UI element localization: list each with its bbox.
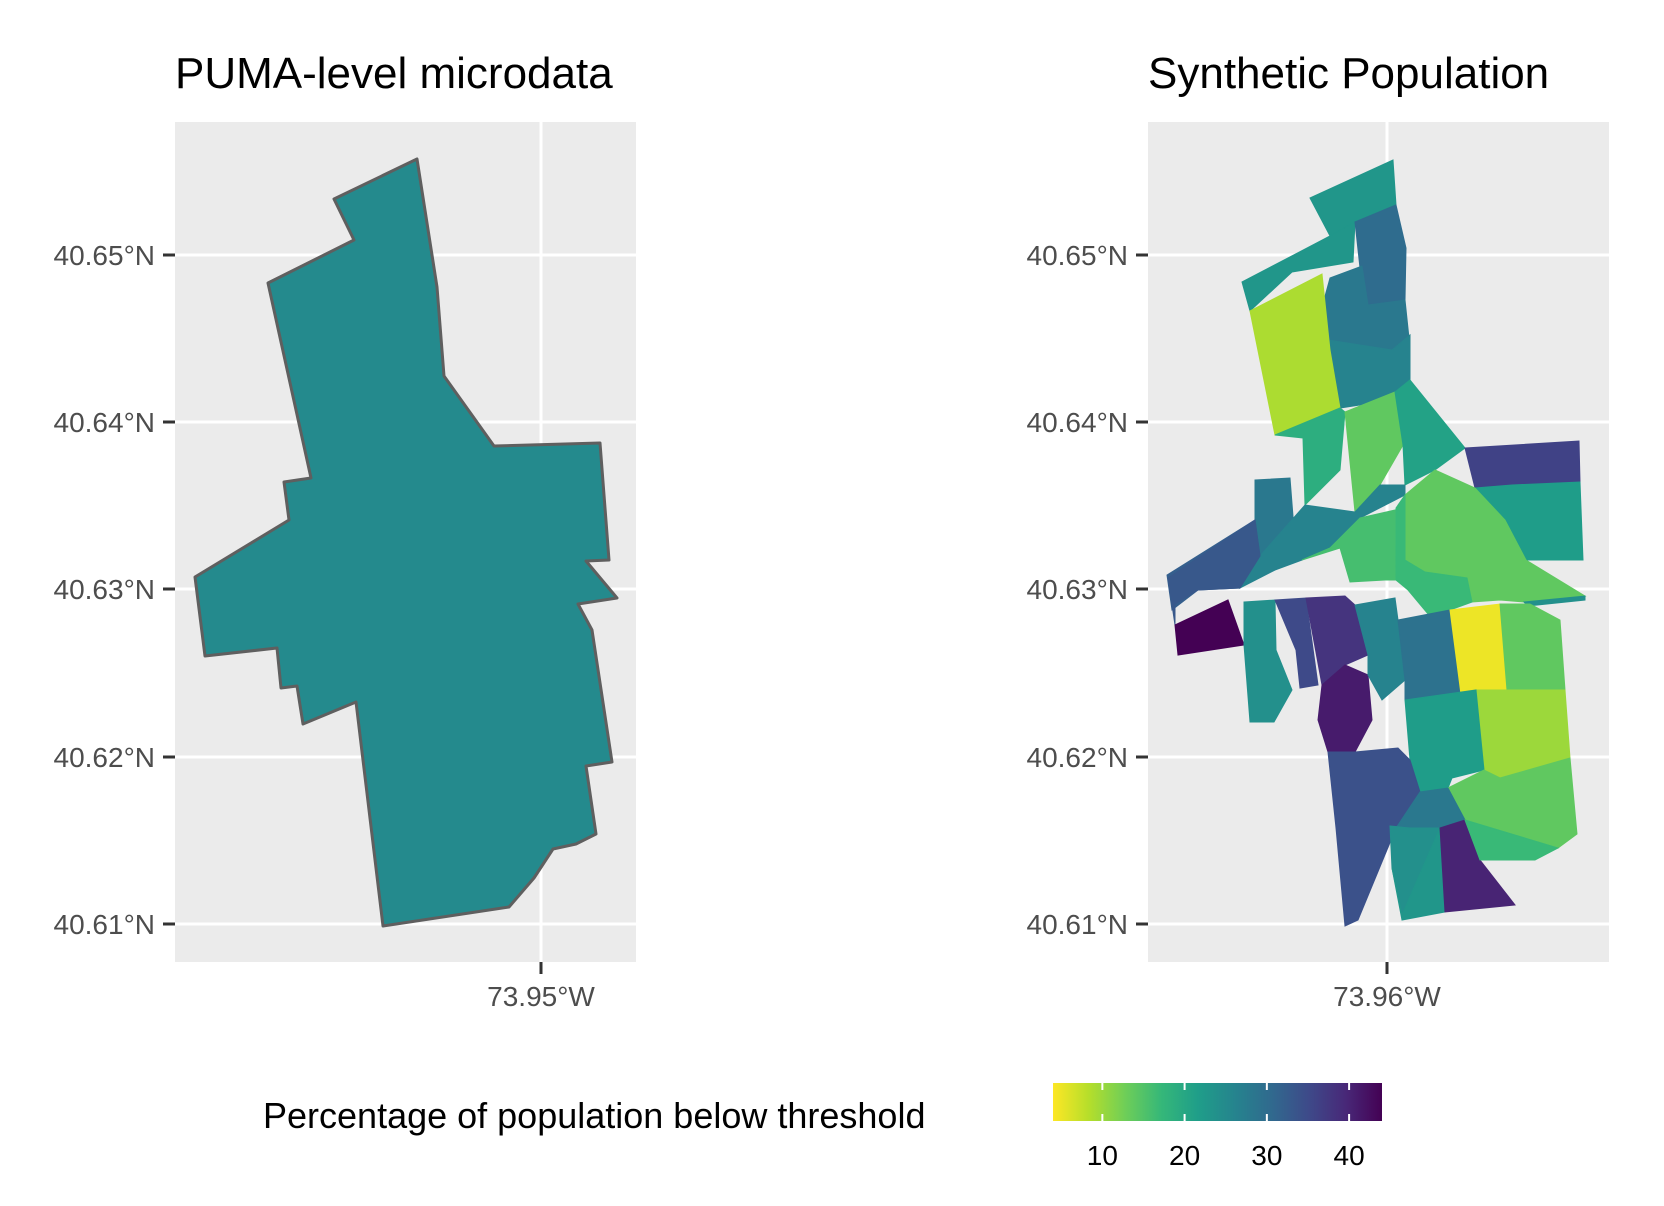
tract-n4 (1344, 391, 1404, 514)
left-y-tick-marks (163, 253, 175, 926)
left-panel-title: PUMA-level microdata (175, 49, 613, 98)
legend: Percentage of population below threshold… (263, 1083, 1382, 1171)
legend-tick-label-20: 20 (1169, 1140, 1200, 1171)
right-y-tick-label-3: 40.62°N (1027, 742, 1129, 773)
right-y-tick-label-4: 40.61°N (1027, 909, 1129, 940)
tract-c3 (1499, 603, 1566, 691)
tract-m5 (1238, 484, 1406, 590)
right-y-tick-label-1: 40.64°N (1027, 407, 1129, 438)
tract-l5 (1354, 597, 1406, 701)
left-y-tick-label-1: 40.64°N (54, 407, 156, 438)
left-map (193, 157, 619, 928)
right-panel-title: Synthetic Population (1148, 49, 1549, 98)
puma-region (193, 157, 619, 928)
left-y-axis: 40.65°N 40.64°N 40.63°N 40.62°N 40.61°N (54, 240, 175, 940)
legend-tick-label-40: 40 (1334, 1140, 1365, 1171)
tract-n3 (1274, 407, 1346, 507)
legend-tick-label-30: 30 (1251, 1140, 1282, 1171)
legend-ticks (1101, 1083, 1351, 1121)
left-x-axis: 73.95°W (487, 962, 595, 1012)
left-y-tick-label-4: 40.61°N (54, 909, 156, 940)
tract-m8 (1395, 493, 1473, 615)
tract-n2 (1249, 273, 1341, 436)
tract-l1 (1243, 599, 1293, 723)
legend-title: Percentage of population below threshold (263, 1095, 925, 1136)
tract-m3 (1464, 440, 1581, 489)
tract-l2 (1274, 597, 1319, 689)
left-y-tick-label-3: 40.62°N (54, 742, 156, 773)
tract-w1 (1167, 519, 1261, 626)
right-y-tick-label-2: 40.63°N (1027, 574, 1129, 605)
right-y-tick-label-0: 40.65°N (1027, 240, 1129, 271)
left-y-tick-label-2: 40.63°N (54, 574, 156, 605)
legend-tick-label-10: 10 (1087, 1140, 1118, 1171)
tract-b6 (1464, 819, 1560, 861)
tract-l4 (1317, 664, 1373, 753)
right-y-axis: 40.65°N 40.64°N 40.63°N 40.62°N 40.61°N (1027, 240, 1148, 940)
tract-b5 (1439, 819, 1516, 913)
right-x-axis: 73.96°W (1333, 962, 1441, 1012)
left-y-tick-label-0: 40.65°N (54, 240, 156, 271)
right-x-tick-label-0: 73.96°W (1333, 981, 1441, 1012)
right-map (1166, 159, 1587, 927)
right-y-tick-marks (1136, 253, 1148, 926)
left-x-tick-label-0: 73.95°W (487, 981, 595, 1012)
legend-colorbar (1053, 1083, 1382, 1121)
